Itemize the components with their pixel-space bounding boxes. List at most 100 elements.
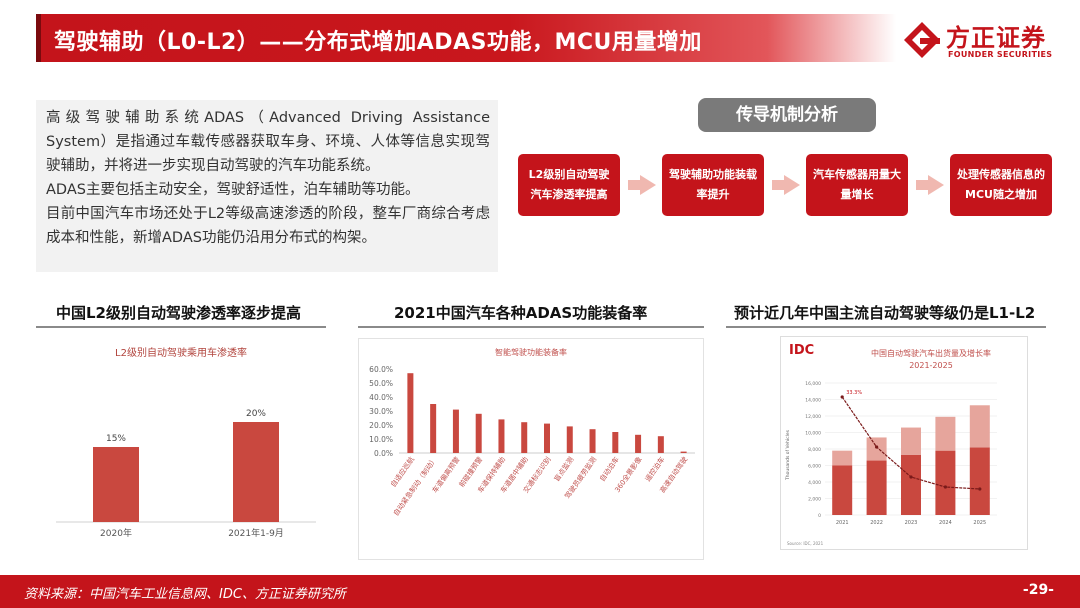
y-tick-label: 2,000: [808, 497, 821, 503]
bar: [407, 373, 414, 453]
x-tick-label: 2021: [836, 520, 849, 526]
mechanism-title: 传导机制分析: [698, 98, 876, 132]
arrow-right-icon: [916, 175, 944, 195]
x-tick-label: 2022: [870, 520, 883, 526]
y-tick-label: 16,000: [805, 381, 821, 387]
growth-point: [943, 485, 947, 489]
intro-paragraph-3: 目前中国汽车市场还处于L2等级高速渗透的阶段，整车厂商综合考虑成本和性能，新增A…: [46, 206, 490, 246]
bar-segment: [935, 416, 956, 451]
bar: [544, 423, 550, 453]
bar-segment: [901, 427, 921, 455]
bar: [566, 426, 573, 453]
bar: [475, 413, 482, 453]
bar-segment: [935, 450, 956, 515]
section-divider: [358, 326, 704, 328]
idc-logo: IDC: [789, 343, 814, 358]
x-tick-label: 遥控泊车: [643, 455, 666, 483]
y-tick-label: 0: [818, 513, 821, 519]
page-title: 驾驶辅助（L0-L2）——分布式增加ADAS功能，MCU用量增加: [54, 30, 702, 55]
page-number: -29-: [1022, 582, 1054, 598]
bar: [589, 429, 596, 453]
y-tick-label: 60.0%: [369, 365, 393, 374]
x-tick-label: 盲点监测: [552, 455, 575, 483]
bar: [657, 436, 664, 453]
data-label: 33.3%: [846, 390, 862, 396]
data-label: 20%: [246, 409, 266, 419]
y-tick-label: 10,000: [805, 431, 821, 437]
chart-title: L2级别自动驾驶乘用车渗透率: [115, 346, 247, 359]
chart-adas-equip-rate: 智能驾驶功能装备率 0.0% 10.0% 20.0% 30.0% 40.0% 50.0% 6…: [358, 338, 704, 560]
intro-paragraph-1: 高级驾驶辅助系统ADAS（Advanced Driving Assistance…: [46, 110, 490, 174]
title-bar: 驾驶辅助（L0-L2）——分布式增加ADAS功能，MCU用量增加: [36, 14, 896, 62]
founder-logo: 方正证券 FOUNDER SECURITIES: [902, 16, 1072, 64]
growth-point: [840, 395, 844, 399]
intro-paragraph-2: ADAS主要包括主动安全，驾驶舒适性，泊车辅助等功能。: [46, 182, 420, 198]
bar: [521, 422, 528, 453]
arrow-right-icon: [628, 175, 656, 195]
y-tick-label: 8,000: [808, 447, 821, 453]
bar-segment: [866, 437, 887, 461]
bar: [430, 404, 437, 453]
footer-source: 资料来源：中国汽车工业信息网、IDC、方正证券研究所: [24, 587, 346, 602]
chart-title: 智能驾驶功能装备率: [495, 347, 567, 357]
growth-point: [909, 475, 913, 479]
y-axis-label: Thousands of Vehicles: [785, 429, 791, 481]
x-tick-label: 2020年: [100, 527, 132, 539]
bar: [498, 419, 505, 453]
section-title-left: 中国L2级别自动驾驶渗透率逐步提高: [56, 304, 301, 322]
founder-logo-icon: [904, 22, 940, 58]
logo-chinese-name: 方正证券: [946, 24, 1046, 52]
bar: [452, 409, 459, 453]
bar: [612, 432, 619, 453]
bar: [233, 422, 279, 522]
arrow-right-icon: [772, 175, 800, 195]
chart-subtitle: 2021-2025: [909, 361, 953, 370]
mechanism-step-1: L2级别自动驾驶汽车渗透率提高: [518, 154, 620, 216]
growth-point: [978, 487, 982, 491]
y-tick-label: 30.0%: [369, 407, 393, 416]
section-divider: [36, 326, 326, 328]
y-tick-label: 0.0%: [374, 449, 393, 458]
section-title-right: 预计近几年中国主流自动驾驶等级仍是L1-L2: [734, 304, 1036, 322]
x-tick-label: 2023: [905, 520, 918, 526]
x-tick-label: 2024: [939, 520, 952, 526]
bar: [680, 451, 687, 453]
logo-english-name: FOUNDER SECURITIES: [948, 50, 1053, 59]
y-tick-label: 12,000: [805, 414, 821, 420]
bar: [635, 434, 642, 453]
bar-segment: [969, 405, 990, 448]
y-tick-label: 4,000: [808, 480, 821, 486]
y-tick-label: 20.0%: [369, 421, 393, 430]
x-tick-label: 2021年1-9月: [228, 527, 284, 539]
chart-idc-shipments-svg: IDC 中国自动驾驶汽车出货量及增长率 2021-2025 Source: ID…: [785, 343, 997, 546]
mechanism-step-4: 处理传感器信息的MCU随之增加: [950, 154, 1052, 216]
bar-segment: [832, 450, 853, 466]
chart-idc-shipments: IDC 中国自动驾驶汽车出货量及增长率 2021-2025 Source: ID…: [780, 336, 1028, 550]
header: 驾驶辅助（L0-L2）——分布式增加ADAS功能，MCU用量增加 方正证券 FO…: [0, 0, 1080, 80]
intro-text-box: 高级驾驶辅助系统ADAS（Advanced Driving Assistance…: [36, 100, 498, 272]
chart-title: 中国自动驾驶汽车出货量及增长率: [871, 348, 991, 358]
footer: 资料来源：中国汽车工业信息网、IDC、方正证券研究所 -29-: [0, 575, 1080, 608]
chart-l2-penetration: L2级别自动驾驶乘用车渗透率 15% 2020年 20% 2021年1-9月: [36, 338, 326, 558]
y-tick-label: 50.0%: [369, 379, 393, 388]
data-label: 15%: [106, 434, 126, 444]
bar: [93, 447, 139, 522]
y-tick-label: 14,000: [805, 398, 821, 404]
chart-l2-penetration-svg: L2级别自动驾驶乘用车渗透率 15% 2020年 20% 2021年1-9月: [56, 346, 316, 539]
section-divider: [726, 326, 1046, 328]
section-title-middle: 2021中国汽车各种ADAS功能装备率: [394, 304, 648, 322]
x-tick-label: 自动紧急制动（制动）: [391, 455, 439, 518]
mechanism-step-2: 驾驶辅助功能装载率提升: [662, 154, 764, 216]
growth-point: [875, 445, 879, 449]
chart-adas-equip-rate-svg: 智能驾驶功能装备率 0.0% 10.0% 20.0% 30.0% 40.0% 50.0% 6…: [369, 347, 695, 518]
bar-segment: [901, 454, 921, 515]
mechanism-step-3: 汽车传感器用量大量增长: [806, 154, 908, 216]
y-tick-label: 40.0%: [369, 393, 393, 402]
x-tick-label: 2025: [973, 520, 986, 526]
y-tick-label: 6,000: [808, 464, 821, 470]
bar-segment: [969, 447, 990, 515]
chart-source-note: Source: IDC, 2021: [787, 541, 824, 546]
y-tick-label: 10.0%: [369, 435, 393, 444]
x-tick-label: 自动泊车: [598, 455, 621, 483]
bar-segment: [832, 465, 853, 515]
